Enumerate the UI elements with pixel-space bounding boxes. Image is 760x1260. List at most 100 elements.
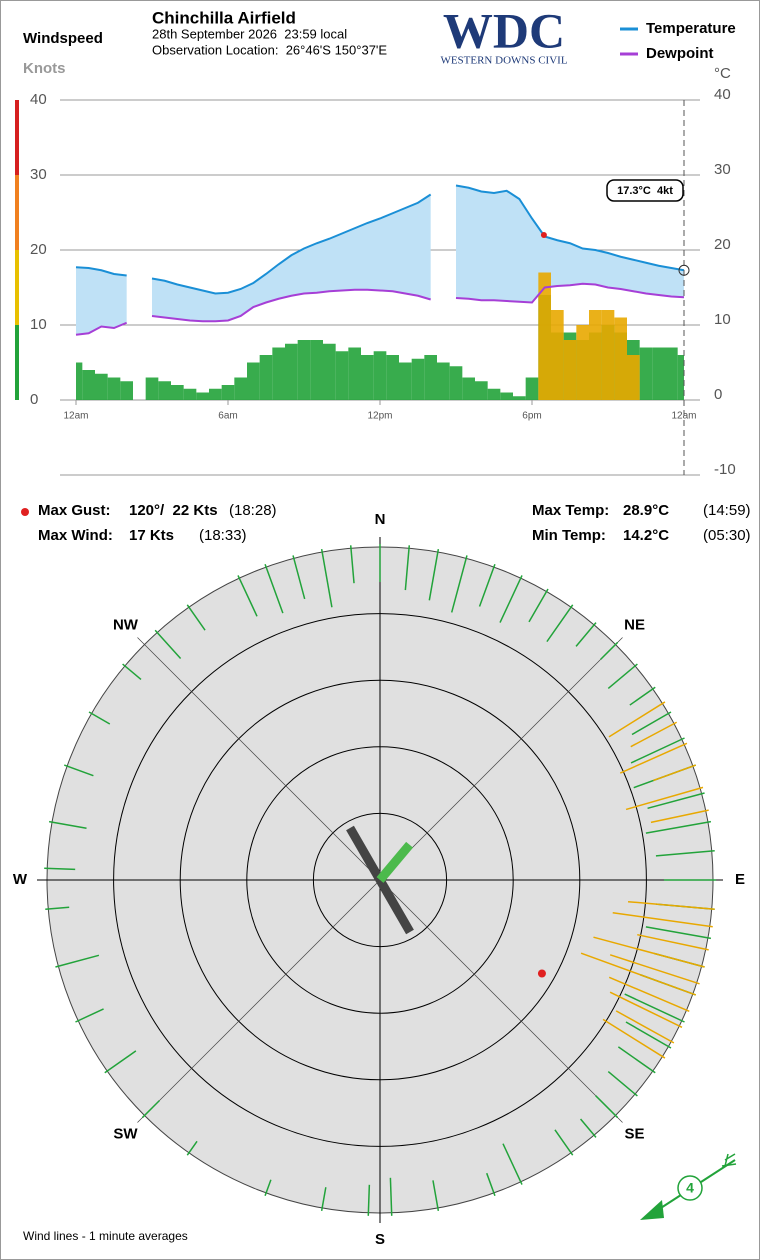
wind-bar <box>677 355 684 400</box>
wind-bar <box>627 355 640 400</box>
wind-rose: N NE E SE S SW W NW <box>13 511 745 1248</box>
wind-line <box>629 686 656 706</box>
x-tick-label: 6am <box>218 411 237 422</box>
now-label: 17.3°C 4kt <box>617 185 673 197</box>
wind-bar <box>107 377 121 400</box>
badge-value: 4 <box>686 1180 694 1196</box>
logo-sub: WESTERN DOWNS CIVIL <box>440 55 567 67</box>
stat-label: Max Temp: <box>532 502 609 519</box>
wind-line <box>264 564 284 614</box>
wind-line <box>546 604 574 643</box>
wind-bar <box>563 340 577 400</box>
wind-bar <box>576 325 589 400</box>
badge-circle <box>677 1175 703 1201</box>
y-tick-label: 0 <box>30 391 38 408</box>
wind-bar <box>487 388 501 400</box>
y-tick-label: 40 <box>30 91 47 108</box>
stat-value: 28.9°C <box>623 502 669 519</box>
wind-bar <box>348 347 361 400</box>
wind-bar <box>614 317 627 400</box>
wind-line <box>499 575 523 623</box>
wind-bar <box>247 362 260 400</box>
stat-value: 14.2°C <box>623 527 669 544</box>
gust-line <box>630 721 678 748</box>
wind-bar <box>437 362 450 400</box>
wind-line <box>528 588 549 623</box>
wind-bar <box>665 347 678 400</box>
wind-bar <box>424 355 437 400</box>
y2-tick-label: -10 <box>714 461 736 478</box>
gust-line <box>650 809 709 824</box>
scale-yellow <box>15 250 19 325</box>
wind-line <box>655 849 715 857</box>
wind-line <box>154 629 182 660</box>
wind-bar <box>171 385 184 400</box>
stat-time: (14:59) <box>703 502 751 519</box>
wind-line <box>625 1021 672 1049</box>
wind-bar <box>475 381 488 400</box>
gust-line <box>608 976 690 1012</box>
x-tick-label: 12am <box>63 411 88 422</box>
wind-bar <box>538 272 551 400</box>
footer: Wind lines - 1 minute averages <box>23 1229 188 1243</box>
wind-bar <box>310 340 323 400</box>
x-tick-label: 6pm <box>522 411 541 422</box>
wind-bar <box>386 355 399 400</box>
stat-time: (05:30) <box>703 527 751 544</box>
wind-line <box>647 792 705 810</box>
compass-label: N <box>375 511 386 528</box>
scale-orange <box>15 175 19 250</box>
wind-line <box>624 993 685 1023</box>
stat-value: 120°/ 22 Kts <box>129 502 218 519</box>
wind-line <box>104 1050 137 1074</box>
wind-bar <box>399 362 412 400</box>
compass-label: SE <box>625 1126 645 1143</box>
wind-line <box>486 1172 496 1196</box>
wind-bar <box>234 377 247 400</box>
wind-bar <box>361 355 374 400</box>
wind-line <box>450 555 468 613</box>
wind-line <box>600 641 619 660</box>
wind-bar <box>95 373 108 400</box>
wind-bar <box>411 358 425 400</box>
stat-value: 17 Kts <box>129 527 174 544</box>
location: Observation Location: 26°46'S 150°37'E <box>152 42 387 57</box>
gust-key <box>21 508 29 516</box>
compass-label: NW <box>113 616 139 633</box>
wind-bar <box>76 362 83 400</box>
wind-line <box>579 1118 597 1138</box>
now-callout <box>606 179 684 202</box>
y2-unit: °C <box>714 65 731 82</box>
wind-bar <box>120 381 133 400</box>
wind-line <box>44 867 76 871</box>
gust-line <box>637 933 709 951</box>
gust-line <box>609 954 700 985</box>
series-line <box>75 282 685 336</box>
wind-line <box>122 663 142 681</box>
gust-line <box>602 1018 666 1059</box>
gust-line <box>619 742 688 774</box>
wind-line <box>645 926 712 940</box>
y-tick-label: 10 <box>30 316 47 333</box>
y-unit: Knots <box>23 60 66 77</box>
wind-bar <box>158 381 171 400</box>
gust-line <box>612 911 713 928</box>
wind-bar <box>525 377 539 400</box>
wind-line <box>64 764 94 777</box>
wind-line <box>404 545 411 591</box>
y-tick-label: 30 <box>30 166 47 183</box>
legend-label: Dewpoint <box>646 45 714 62</box>
badge-arrowhead <box>640 1200 664 1220</box>
wind-bar <box>221 385 235 400</box>
compass-label: S <box>375 1231 385 1248</box>
y2-tick-label: 0 <box>714 386 722 403</box>
wind-bar <box>513 396 526 400</box>
wind-bar <box>551 310 564 400</box>
dial-wind <box>376 841 414 883</box>
wind-line <box>186 604 206 631</box>
temp-dew-band <box>76 267 127 335</box>
gust-line <box>609 991 683 1028</box>
wind-bar <box>323 343 336 400</box>
x-tick-label: 12am <box>671 411 696 422</box>
title: Chinchilla Airfield <box>152 8 296 27</box>
